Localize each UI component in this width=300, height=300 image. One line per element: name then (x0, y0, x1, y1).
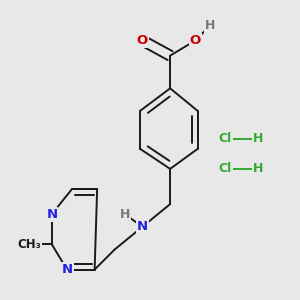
Text: O: O (137, 34, 148, 47)
Text: Cl: Cl (219, 132, 232, 145)
Text: N: N (61, 263, 73, 276)
Text: H: H (253, 132, 263, 145)
Text: Cl: Cl (219, 162, 232, 176)
Text: H: H (120, 208, 130, 221)
Text: O: O (190, 34, 201, 47)
Text: H: H (205, 19, 216, 32)
Text: N: N (46, 208, 57, 221)
Text: N: N (137, 220, 148, 233)
Text: CH₃: CH₃ (17, 238, 41, 251)
Text: H: H (253, 162, 263, 176)
